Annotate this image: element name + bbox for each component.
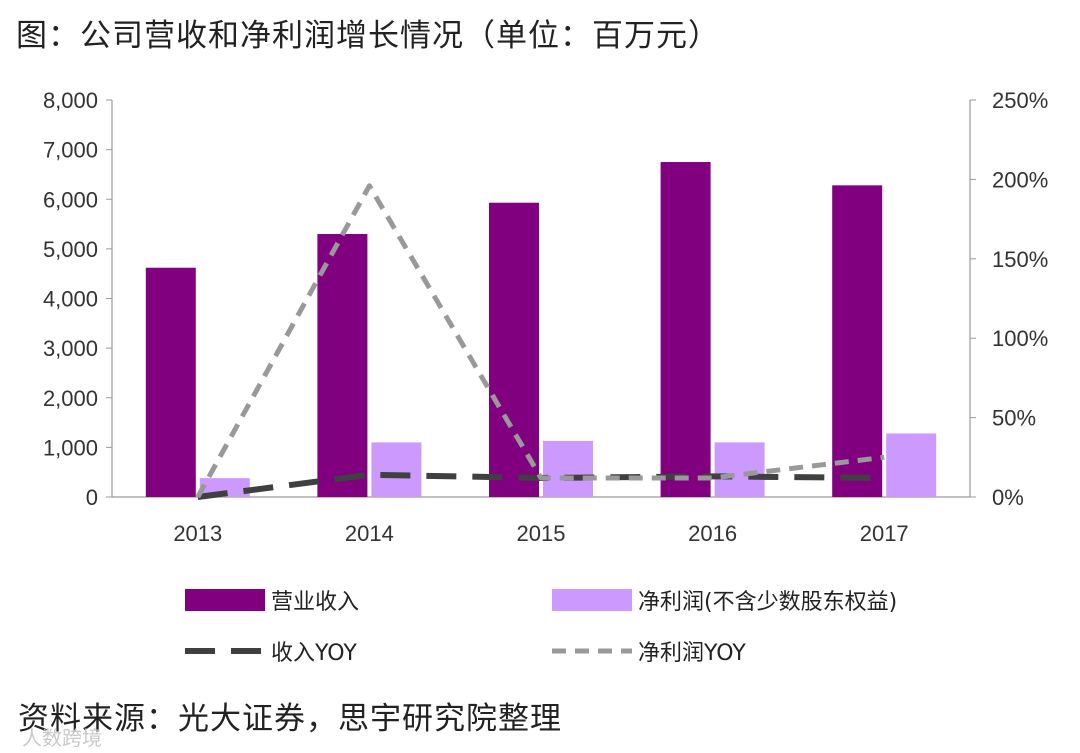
- y-tick-label: 0: [86, 485, 98, 510]
- legend-swatch: [185, 589, 265, 611]
- bar-net-profit: [543, 440, 593, 497]
- y-tick-label: 6,000: [43, 187, 98, 212]
- bar-revenue: [832, 185, 883, 498]
- y2-tick-label: 150%: [992, 247, 1048, 272]
- legend-label: 收入YOY: [271, 641, 357, 666]
- bar-revenue: [489, 202, 539, 497]
- bar-revenue: [660, 162, 711, 497]
- source-note: 资料来源：光大证券，思宇研究院整理: [18, 701, 562, 737]
- legend-swatch: [552, 589, 632, 611]
- chart: 0 1,000 2,000 3,000 4,000 5,000 6,000 7,000 8,00…: [43, 88, 1048, 666]
- y2-tick-label: 100%: [992, 326, 1048, 351]
- y2-tick-label: 50%: [992, 406, 1036, 431]
- chart-title: 图：公司营收和净利润增长情况（单位：百万元）: [16, 18, 720, 54]
- y2-tick-label: 200%: [992, 167, 1048, 192]
- bar-net-profit: [371, 442, 422, 497]
- line-net-profit-yoy: [195, 183, 885, 499]
- x-tick-label: 2014: [345, 521, 394, 546]
- x-tick-label: 2017: [860, 521, 909, 546]
- bar-net-profit: [714, 442, 765, 497]
- legend-label: 净利润YOY: [638, 641, 746, 666]
- legend-label: 净利润(不含少数股东权益): [638, 590, 897, 615]
- x-tick-label: 2013: [173, 521, 222, 546]
- watermark: 人数跨境: [22, 726, 102, 750]
- bar-revenue: [317, 233, 368, 498]
- y-tick-label: 7,000: [43, 138, 98, 163]
- x-tick-label: 2015: [517, 521, 566, 546]
- y-tick-label: 1,000: [43, 435, 98, 460]
- y2-tick-label: 250%: [992, 88, 1048, 113]
- y2-tick-label: 0%: [992, 485, 1024, 510]
- y-tick-label: 2,000: [43, 386, 98, 411]
- x-tick-label: 2016: [688, 521, 737, 546]
- y-tick-label: 5,000: [43, 237, 98, 262]
- bar-net-profit: [886, 433, 937, 497]
- y-tick-label: 4,000: [43, 287, 98, 312]
- y-tick-label: 3,000: [43, 336, 98, 361]
- y-tick-label: 8,000: [43, 88, 98, 113]
- legend-label: 营业收入: [271, 590, 359, 615]
- bar-revenue: [145, 267, 196, 497]
